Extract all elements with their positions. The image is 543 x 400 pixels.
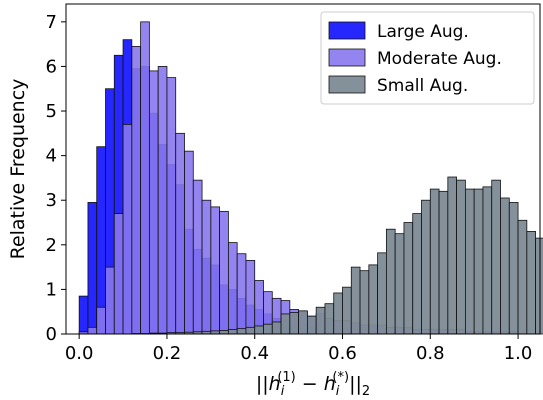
bar <box>394 233 405 335</box>
series-3 <box>131 176 543 335</box>
bar <box>219 330 229 335</box>
legend-box <box>320 11 535 105</box>
bar <box>421 199 431 335</box>
bar <box>192 179 203 335</box>
bars-layer <box>78 21 543 335</box>
bar <box>368 264 379 335</box>
bar <box>342 286 352 335</box>
bar <box>456 179 466 335</box>
bar <box>140 21 150 335</box>
legend-swatch <box>328 48 366 67</box>
bar <box>482 186 493 335</box>
bar <box>438 190 449 335</box>
y-axis-label: Relative Frequency <box>7 79 29 260</box>
bar <box>87 326 98 335</box>
x-tick-label: 1.0 <box>504 343 533 364</box>
bar <box>324 303 335 335</box>
bar <box>333 292 343 335</box>
legend-swatch <box>328 75 366 94</box>
bar <box>526 231 537 335</box>
bar <box>491 179 501 335</box>
bar <box>403 222 414 335</box>
x-tick-label: 0.6 <box>328 343 357 364</box>
bar <box>236 328 247 335</box>
bar <box>280 313 291 335</box>
y-tick-label: 6 <box>46 56 57 77</box>
bar <box>201 199 212 335</box>
bar <box>517 219 528 335</box>
bar <box>96 146 106 335</box>
bar <box>315 306 326 335</box>
y-tick-label: 0 <box>46 324 57 345</box>
bar <box>87 202 98 335</box>
bar <box>289 312 300 335</box>
legend: Large Aug. Moderate Aug. Small Aug. <box>320 11 535 105</box>
y-tick-label: 3 <box>46 190 57 211</box>
bar <box>227 329 238 335</box>
bar <box>122 124 133 335</box>
bar <box>447 176 458 335</box>
bar <box>78 295 89 335</box>
x-tick-label: 0.2 <box>153 343 182 364</box>
bar <box>245 326 256 335</box>
bar <box>96 306 106 335</box>
bar <box>184 150 194 335</box>
bar <box>473 188 484 335</box>
y-axis: 0 1 2 3 4 5 6 7 <box>46 12 66 345</box>
legend-swatch <box>328 21 366 40</box>
y-tick-label: 4 <box>46 146 57 167</box>
bar <box>105 266 115 335</box>
bar <box>219 210 229 335</box>
y-tick-label: 1 <box>46 279 57 300</box>
series-2 <box>78 21 519 335</box>
bar <box>166 77 177 335</box>
bar <box>500 197 510 335</box>
bar <box>254 325 264 335</box>
y-tick-label: 2 <box>46 235 57 256</box>
bar <box>227 242 238 335</box>
y-tick-label: 7 <box>46 12 57 33</box>
bar <box>245 260 256 335</box>
bar <box>157 66 168 335</box>
bar <box>113 213 124 335</box>
bar <box>377 252 387 335</box>
bar <box>306 315 317 335</box>
bar <box>236 253 247 335</box>
bar <box>464 188 475 335</box>
bar <box>175 132 185 335</box>
y-tick-label: 5 <box>46 101 57 122</box>
bar <box>210 206 221 335</box>
bar <box>298 310 308 335</box>
bar <box>350 266 361 335</box>
x-tick-label: 0.8 <box>416 343 445 364</box>
x-axis: 0.0 0.2 0.4 0.6 0.8 1.0 <box>65 334 533 364</box>
bar <box>429 188 440 335</box>
legend-label: Moderate Aug. <box>377 49 502 69</box>
plot-frame <box>65 3 541 335</box>
bar <box>535 237 543 335</box>
x-tick-label: 0.0 <box>65 343 94 364</box>
bar <box>359 270 370 335</box>
bar <box>263 323 273 335</box>
legend-label: Large Aug. <box>377 22 469 42</box>
bar <box>508 202 519 335</box>
x-tick-label: 0.4 <box>240 343 269 364</box>
bar <box>271 321 282 335</box>
x-axis-label: ||hi(1) − hi(*)||2 <box>256 370 370 399</box>
bar <box>412 213 422 335</box>
bar <box>385 228 396 335</box>
bar <box>148 70 159 335</box>
legend-label: Small Aug. <box>377 76 468 96</box>
bar <box>131 45 142 335</box>
